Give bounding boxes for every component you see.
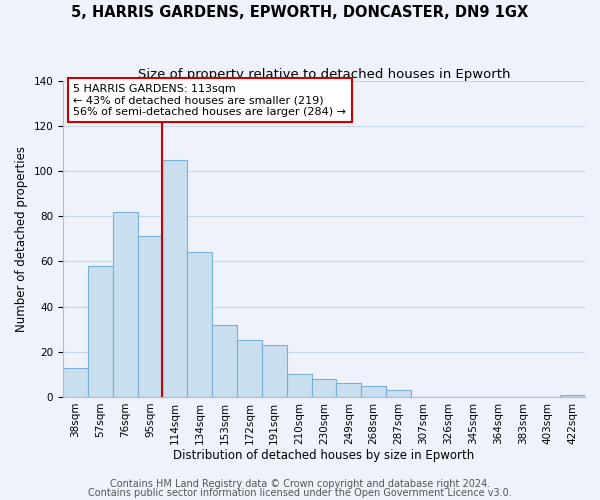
Title: Size of property relative to detached houses in Epworth: Size of property relative to detached ho… bbox=[138, 68, 510, 80]
Bar bbox=[237, 340, 262, 397]
Bar bbox=[560, 394, 585, 397]
X-axis label: Distribution of detached houses by size in Epworth: Distribution of detached houses by size … bbox=[173, 450, 475, 462]
Bar bbox=[386, 390, 411, 397]
Bar bbox=[113, 212, 137, 397]
Text: Contains public sector information licensed under the Open Government Licence v3: Contains public sector information licen… bbox=[88, 488, 512, 498]
Bar bbox=[361, 386, 386, 397]
Bar bbox=[187, 252, 212, 397]
Bar bbox=[88, 266, 113, 397]
Bar bbox=[137, 236, 163, 397]
Text: 5, HARRIS GARDENS, EPWORTH, DONCASTER, DN9 1GX: 5, HARRIS GARDENS, EPWORTH, DONCASTER, D… bbox=[71, 5, 529, 20]
Bar bbox=[287, 374, 311, 397]
Text: 5 HARRIS GARDENS: 113sqm
← 43% of detached houses are smaller (219)
56% of semi-: 5 HARRIS GARDENS: 113sqm ← 43% of detach… bbox=[73, 84, 346, 117]
Bar bbox=[337, 384, 361, 397]
Bar bbox=[212, 324, 237, 397]
Bar bbox=[262, 345, 287, 397]
Bar bbox=[63, 368, 88, 397]
Bar bbox=[311, 379, 337, 397]
Y-axis label: Number of detached properties: Number of detached properties bbox=[15, 146, 28, 332]
Text: Contains HM Land Registry data © Crown copyright and database right 2024.: Contains HM Land Registry data © Crown c… bbox=[110, 479, 490, 489]
Bar bbox=[163, 160, 187, 397]
